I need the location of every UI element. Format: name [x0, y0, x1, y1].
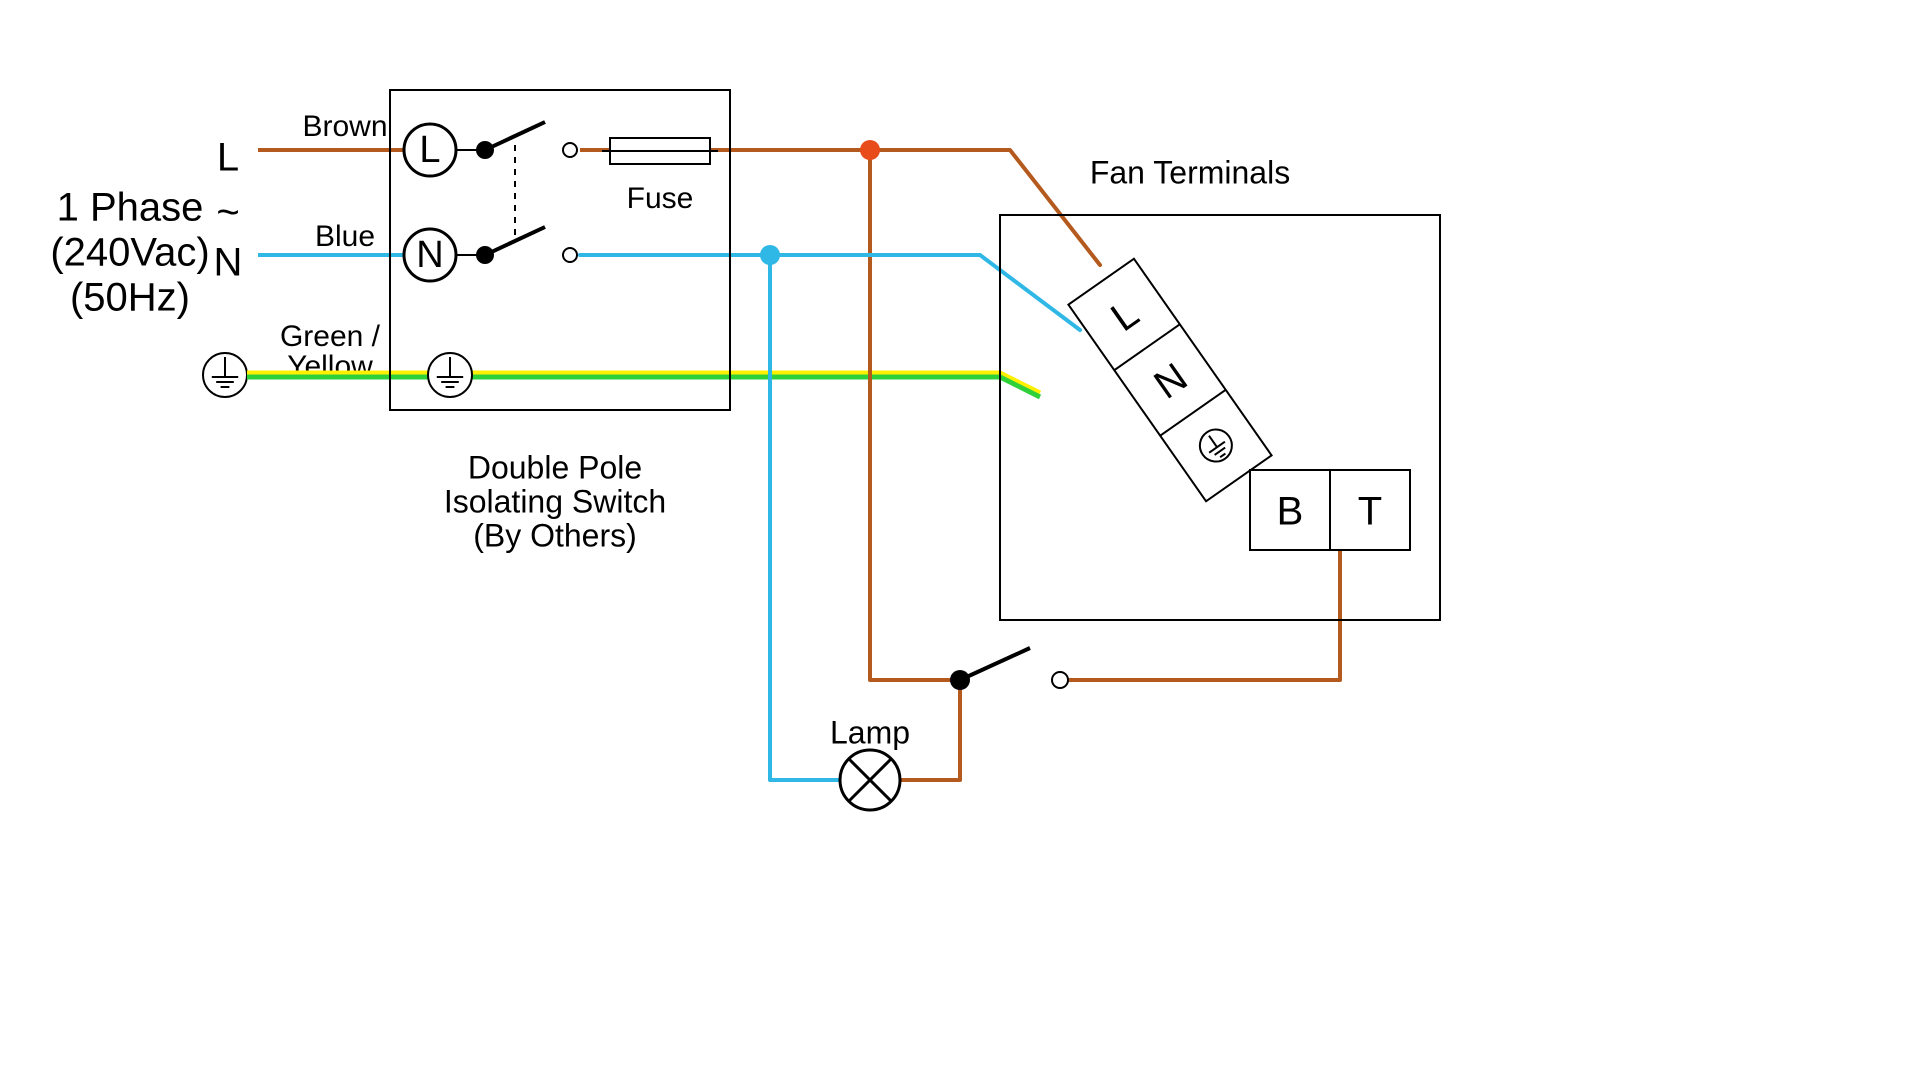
- svg-text:Blue: Blue: [315, 220, 375, 253]
- fan-lne-block: LN: [1068, 259, 1271, 501]
- svg-text:Fan Terminals: Fan Terminals: [1090, 154, 1290, 190]
- junction-nodes: [760, 140, 880, 265]
- svg-text:L: L: [419, 129, 440, 171]
- power-source-label: 1 Phase(240Vac)(50Hz) L ~ N: [50, 136, 242, 320]
- svg-text:1 Phase: 1 Phase: [57, 186, 204, 230]
- svg-text:(By Others): (By Others): [473, 517, 637, 553]
- svg-text:Green /: Green /: [280, 320, 381, 353]
- svg-text:Brown: Brown: [302, 110, 387, 143]
- svg-text:~: ~: [216, 191, 239, 235]
- svg-text:(240Vac): (240Vac): [50, 231, 209, 275]
- lamp-switch: [950, 648, 1068, 690]
- svg-text:(50Hz): (50Hz): [70, 276, 190, 320]
- svg-text:Double Pole: Double Pole: [468, 449, 642, 485]
- svg-text:Isolating Switch: Isolating Switch: [444, 483, 666, 519]
- svg-text:T: T: [1358, 490, 1382, 534]
- svg-text:Lamp: Lamp: [830, 714, 910, 750]
- isolating-switch: L N Fuse Double PoleIsolating Switch(By Oth…: [390, 90, 730, 553]
- lamp-symbol: Lamp: [830, 714, 910, 810]
- svg-text:Fuse: Fuse: [627, 182, 694, 215]
- svg-text:L: L: [217, 136, 239, 180]
- svg-text:B: B: [1277, 490, 1304, 534]
- svg-text:N: N: [416, 234, 443, 276]
- svg-text:N: N: [214, 241, 243, 285]
- earth-input-symbol: [203, 353, 247, 397]
